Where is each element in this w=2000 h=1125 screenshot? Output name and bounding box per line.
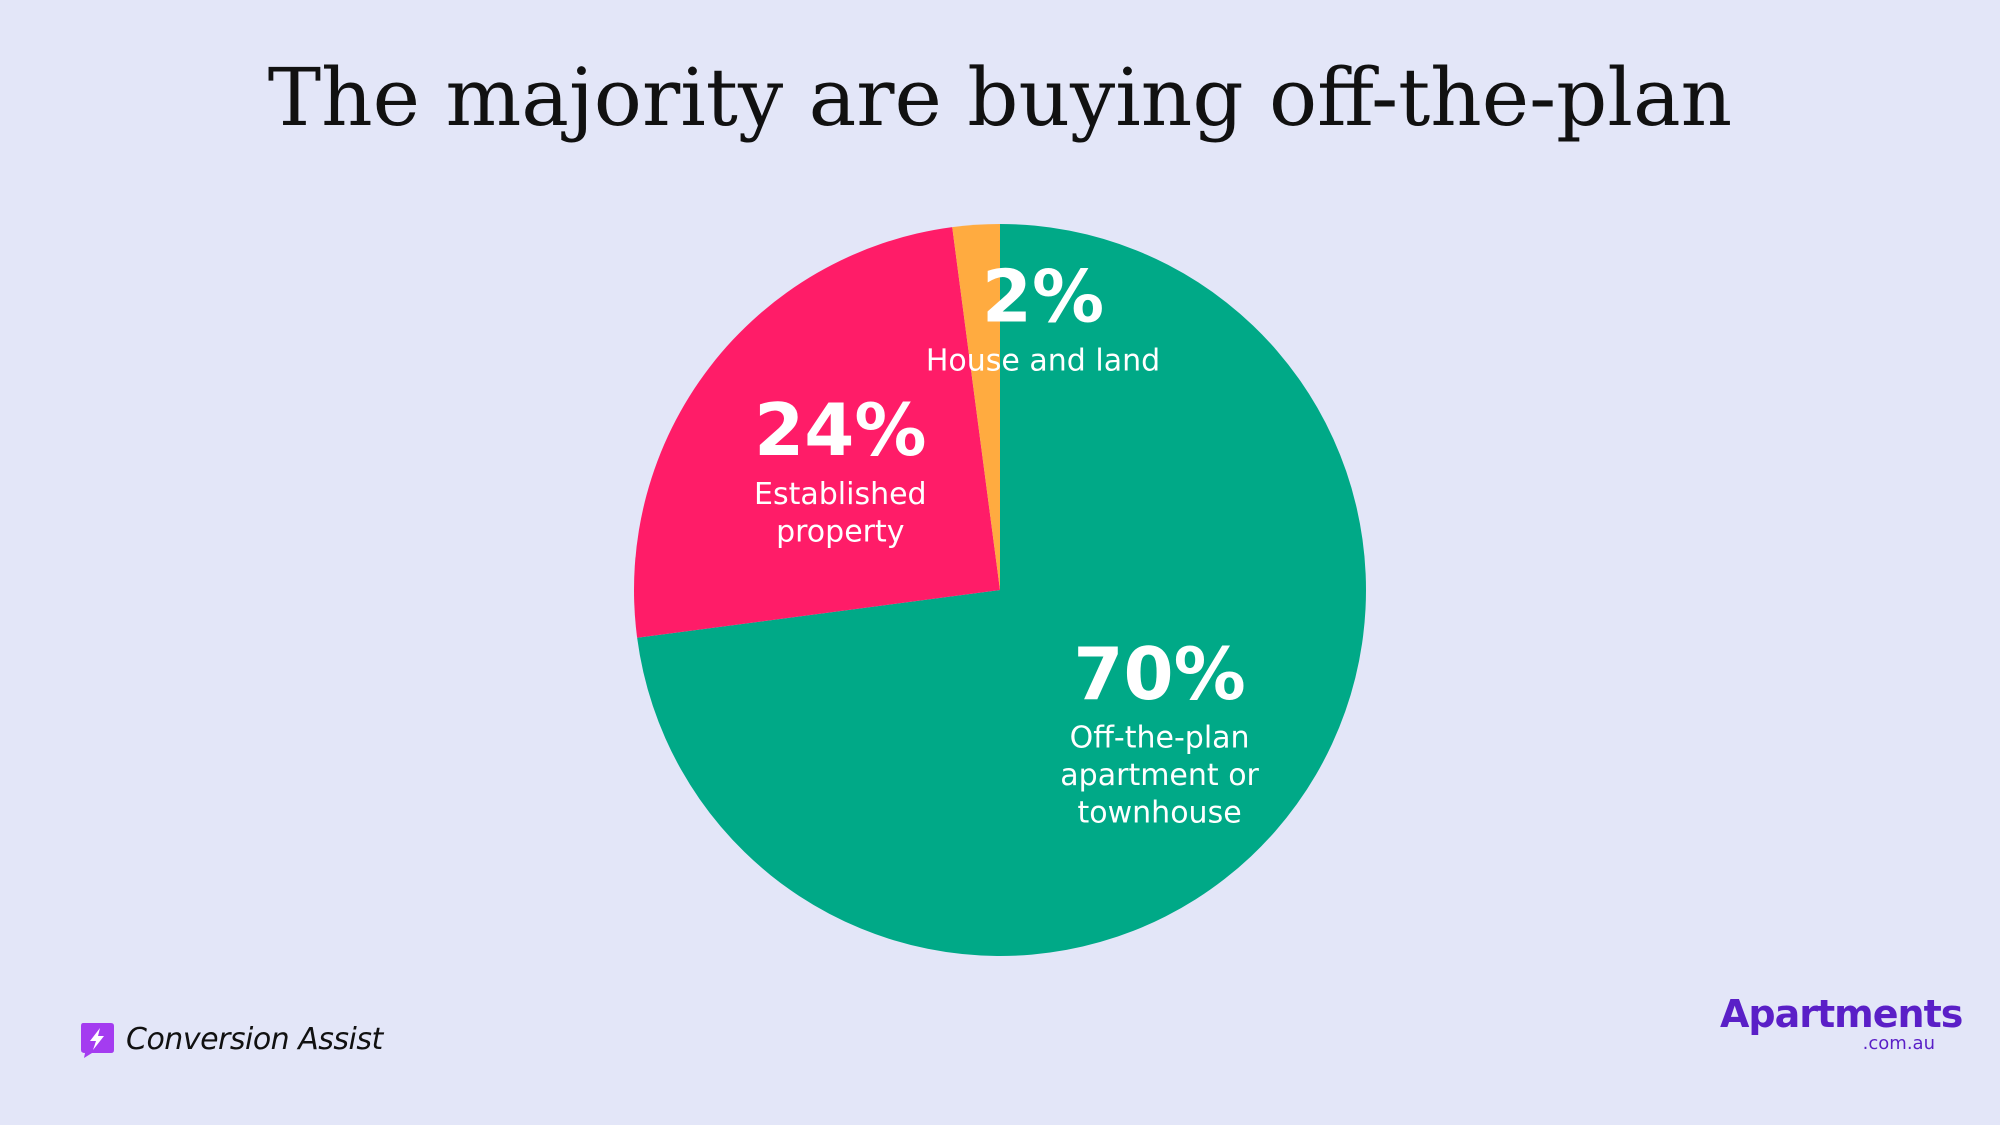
pie-slice-2	[634, 227, 1000, 638]
pie-slice-1	[637, 224, 1366, 957]
lightning-bolt-icon	[81, 1023, 114, 1058]
pie-slice-3	[952, 224, 1000, 590]
conversion-assist-wordmark: Conversion Assist	[126, 1021, 383, 1057]
slice-value-label: 70%	[1073, 632, 1245, 716]
slice-value-label: 24%	[754, 388, 926, 472]
apartments-wordmark: Apartments	[1720, 992, 1963, 1036]
slice-category-label: property	[776, 514, 904, 549]
slice-category-label: townhouse	[1078, 796, 1242, 831]
apartments-logo: Apartments .com.au	[1720, 992, 1963, 1054]
slice-category-label: apartment or	[1060, 758, 1259, 793]
slice-category-label: House and land	[926, 343, 1160, 378]
slice-category-label: Established	[754, 477, 927, 512]
slice-value-label: 2%	[982, 254, 1104, 338]
slice-category-label: Off-the-plan	[1070, 721, 1250, 756]
conversion-assist-logo: Conversion Assist	[78, 1016, 383, 1062]
apartments-domain: .com.au	[1862, 1033, 1935, 1054]
chart-title: The majority are buying off-the-plan	[267, 51, 1733, 144]
